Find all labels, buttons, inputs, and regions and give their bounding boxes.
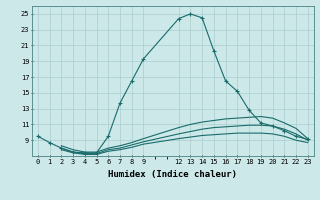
X-axis label: Humidex (Indice chaleur): Humidex (Indice chaleur) [108,170,237,179]
